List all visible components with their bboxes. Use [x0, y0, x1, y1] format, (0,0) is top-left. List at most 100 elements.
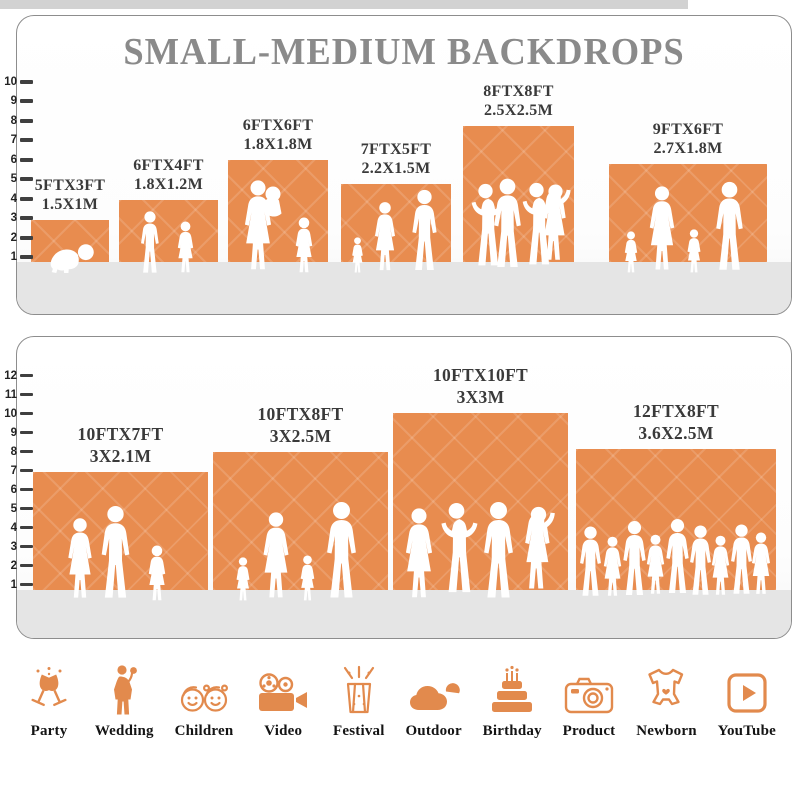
category-label: Wedding [94, 723, 154, 739]
ruler-number: 3 [10, 540, 17, 553]
ruler-number: 4 [10, 192, 17, 205]
backdrop-rect [119, 200, 218, 273]
ruler-tick [20, 487, 33, 492]
category-outdoor: Outdoor [405, 658, 462, 740]
category-birthday: Birthday [483, 658, 542, 740]
ruler-tick [20, 582, 33, 587]
ruler-number: 9 [10, 426, 17, 439]
category-label: Video [264, 723, 303, 739]
backdrop-5x3: 5FTX3FT 1.5X1M [31, 176, 109, 273]
ruler-feet-bottom: 12 11 10 9 8 7 6 5 4 3 2 1 [2, 366, 33, 594]
group-silhouettes [471, 178, 571, 268]
backdrop-size-label: 6FTX6FT 1.8X1.8M [242, 116, 314, 154]
youtube-icon [724, 658, 770, 716]
ruler-tick [20, 411, 33, 416]
backdrop-size-label: 8FTX8FT 2.5X2.5M [483, 82, 554, 120]
category-label: Newborn [636, 723, 697, 739]
category-label: Children [174, 723, 234, 739]
ruler-tick [20, 430, 33, 435]
ruler-tick [20, 196, 33, 201]
ruler-number: 5 [10, 502, 17, 515]
ruler-tick [20, 563, 33, 568]
ruler-tick [20, 138, 33, 143]
ruler-number: 2 [10, 559, 17, 572]
family-silhouettes [624, 181, 743, 273]
ruler-number: 1 [10, 251, 17, 264]
ruler-tick [20, 157, 33, 162]
page-title: SMALL-MEDIUM BACKDROPS [123, 31, 685, 73]
backdrop-rect [393, 413, 568, 598]
category-label: YouTube [717, 723, 776, 739]
crowd-silhouettes [580, 519, 771, 596]
category-label: Outdoor [405, 723, 462, 739]
category-wedding: Wedding [95, 658, 154, 740]
ruler-tick [20, 373, 33, 378]
group-silhouettes [405, 502, 555, 598]
ruler-tick [20, 79, 33, 84]
ruler-number: 6 [10, 153, 17, 166]
floor-strip [17, 590, 791, 638]
wedding-icon [107, 658, 141, 716]
backdrop-size-label: 10FTX8FT 3X2.5M [257, 404, 344, 446]
backdrop-rect [576, 449, 776, 596]
ruler-number: 10 [4, 75, 17, 88]
category-product: Product [563, 658, 616, 740]
ruler-number: 6 [10, 483, 17, 496]
family-silhouettes [352, 189, 437, 273]
ruler-number: 1 [10, 578, 17, 591]
category-row: Party Wedding [0, 658, 800, 740]
backdrop-rect [463, 126, 574, 268]
ruler-feet-top: 10 9 8 7 6 5 4 3 2 1 [2, 72, 33, 267]
small-medium-panel: SMALL-MEDIUM BACKDROPS 5FTX3FT 1.5X1M 6F… [16, 15, 792, 315]
ruler-tick [20, 525, 33, 530]
category-label: Birthday [482, 723, 542, 739]
newborn-icon [642, 658, 690, 716]
ruler-number: 5 [10, 173, 17, 186]
large-panel: 10FTX7FT 3X2.1M 10FTX8FT 3X2.5M [16, 336, 792, 639]
backdrop-size-label: 10FTX7FT 3X2.1M [77, 424, 164, 466]
ruler-number: 7 [10, 464, 17, 477]
ruler-number: 7 [10, 134, 17, 147]
backdrop-size-label: 6FTX4FT 1.8X1.2M [133, 156, 204, 194]
ruler-number: 11 [4, 388, 17, 401]
category-festival: Festival [333, 658, 385, 740]
backdrop-6x6: 6FTX6FT 1.8X1.8M [228, 116, 328, 273]
backdrop-8x8: 8FTX8FT 2.5X2.5M [463, 82, 574, 268]
category-newborn: Newborn [636, 658, 697, 740]
ruler-tick [20, 118, 33, 123]
birthday-icon [487, 658, 537, 716]
ruler-tick [20, 235, 33, 240]
ruler-number: 8 [10, 445, 17, 458]
family-silhouettes [236, 502, 356, 601]
category-label: Product [562, 723, 616, 739]
product-icon [563, 658, 615, 716]
ruler-number: 12 [4, 369, 17, 382]
ruler-tick [20, 392, 33, 397]
category-label: Festival [333, 723, 385, 739]
backdrop-10x8: 10FTX8FT 3X2.5M [213, 404, 388, 601]
backdrop-size-label: 10FTX10FT 3X3M [432, 365, 529, 407]
ruler-tick [20, 468, 33, 473]
backdrop-12x8: 12FTX8FT 3.6X2.5M [576, 401, 776, 596]
children-silhouettes [141, 211, 194, 273]
category-label: Party [30, 723, 68, 739]
video-icon [254, 658, 312, 716]
floor-strip [17, 262, 791, 314]
outdoor-icon [407, 658, 461, 716]
backdrop-rect [31, 220, 109, 273]
mother-child-silhouettes [244, 180, 313, 273]
ruler-tick [20, 255, 33, 260]
ruler-number: 10 [4, 407, 17, 420]
festival-icon [336, 658, 382, 716]
ruler-number: 3 [10, 212, 17, 225]
backdrop-7x5: 7FTX5FT 2.2X1.5M [341, 140, 451, 273]
ruler-tick [20, 216, 33, 221]
category-children: Children [175, 658, 234, 740]
ruler-tick [20, 544, 33, 549]
backdrop-size-label: 9FTX6FT 2.7X1.8M [652, 120, 724, 158]
ruler-tick [20, 506, 33, 511]
ruler-number: 2 [10, 231, 17, 244]
backdrop-rect [213, 452, 388, 601]
top-gray-strip [0, 0, 688, 9]
